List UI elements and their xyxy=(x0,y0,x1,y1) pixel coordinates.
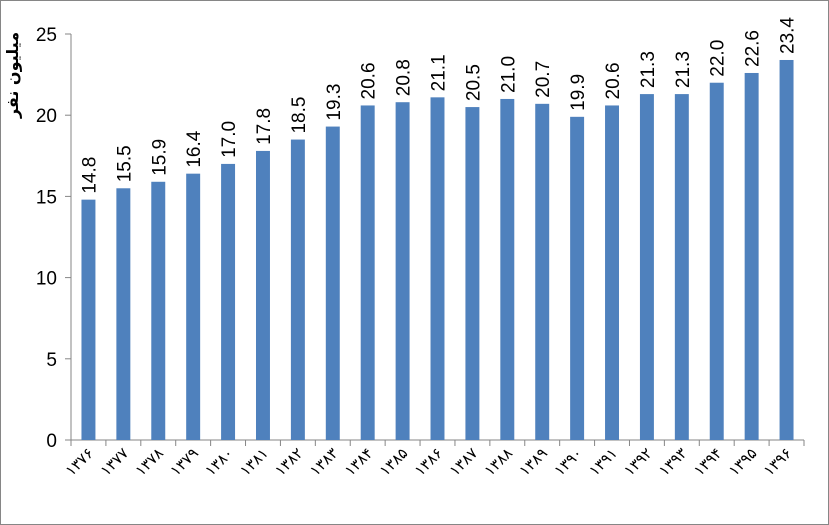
bar-value-label: 15.5 xyxy=(114,145,135,182)
bar-value-label: 22.0 xyxy=(708,40,729,77)
x-category-label: ۱۳۹۲ xyxy=(620,444,656,480)
bar xyxy=(744,72,759,440)
bar-value-label: 20.6 xyxy=(603,62,624,99)
bar xyxy=(81,199,96,440)
bar xyxy=(151,181,166,440)
bar-value-label: 14.8 xyxy=(79,157,100,194)
bar xyxy=(674,94,689,440)
bar-value-label: 20.7 xyxy=(533,61,554,98)
bar xyxy=(709,82,724,440)
bar xyxy=(605,105,620,441)
bar-value-label: 16.4 xyxy=(184,130,205,167)
bar xyxy=(639,94,654,440)
x-category-label: ۱۳۸۸ xyxy=(481,444,517,480)
bar xyxy=(535,103,550,440)
bar-value-label: 17.8 xyxy=(254,108,275,145)
bar xyxy=(221,163,236,441)
y-tick-label: 15 xyxy=(36,187,57,208)
bar xyxy=(395,102,410,440)
x-category-label: ۱۳۹۰ xyxy=(550,444,586,480)
x-category-label: ۱۳۸۵ xyxy=(376,444,412,480)
bar xyxy=(500,98,515,441)
bar-value-label: 17.0 xyxy=(219,121,240,158)
bar-value-label: 21.3 xyxy=(638,51,659,88)
x-category-label: ۱۳۸۷ xyxy=(446,444,482,480)
bar xyxy=(186,173,201,440)
x-category-label: ۱۳۸۴ xyxy=(341,444,377,480)
x-category-label: ۱۳۷۸ xyxy=(132,444,168,480)
bar xyxy=(116,188,131,440)
bar-value-label: 23.4 xyxy=(778,17,799,54)
bar xyxy=(360,105,375,441)
bar xyxy=(430,97,445,440)
x-category-label: ۱۳۹۶ xyxy=(760,444,796,480)
y-tick-label: 10 xyxy=(36,269,57,290)
bar xyxy=(570,116,585,440)
x-category-label: ۱۳۸۶ xyxy=(411,444,447,480)
x-category-label: ۱۳۸۹ xyxy=(516,444,552,480)
x-category-label: ۱۳۹۴ xyxy=(690,444,726,480)
bar-value-label: 19.9 xyxy=(568,74,589,111)
x-category-label: ۱۳۸۰ xyxy=(201,444,237,480)
x-category-label: ۱۳۷۹ xyxy=(166,444,202,480)
bar xyxy=(290,139,305,440)
bar-value-label: 20.6 xyxy=(359,62,380,99)
bar-value-label: 15.9 xyxy=(149,139,170,176)
bar-value-label: 21.1 xyxy=(429,54,450,91)
x-category-label: ۱۳۷۶ xyxy=(62,444,98,480)
x-category-label: ۱۳۸۳ xyxy=(306,444,342,480)
bar xyxy=(325,126,340,441)
y-tick-label: 25 xyxy=(36,25,57,46)
x-category-label: ۱۳۹۳ xyxy=(655,444,691,480)
x-category-label: ۱۳۸۱ xyxy=(236,444,272,480)
bar-value-label: 20.8 xyxy=(394,59,415,96)
x-category-label: ۱۳۷۷ xyxy=(97,444,133,480)
x-category-label: ۱۳۸۲ xyxy=(271,444,307,480)
x-category-label: ۱۳۹۱ xyxy=(585,444,621,480)
bar-value-label: 21.3 xyxy=(673,51,694,88)
bar-value-label: 21.0 xyxy=(498,56,519,93)
x-category-label: ۱۳۹۵ xyxy=(725,444,761,480)
bar xyxy=(779,59,794,440)
bar-value-label: 22.6 xyxy=(743,30,764,67)
y-tick-label: 5 xyxy=(46,350,57,371)
bar xyxy=(465,107,480,440)
bar xyxy=(255,150,270,441)
y-axis-title: میلیون نفر xyxy=(3,32,22,119)
y-tick-label: 0 xyxy=(46,431,57,452)
bar-value-label: 18.5 xyxy=(289,97,310,134)
bar-value-label: 20.5 xyxy=(463,64,484,101)
y-tick-label: 20 xyxy=(36,106,57,127)
bar-value-label: 19.3 xyxy=(324,84,345,121)
